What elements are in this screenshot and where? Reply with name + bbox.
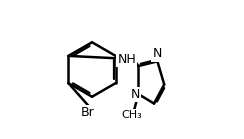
Text: NH: NH (117, 53, 136, 66)
Text: N: N (153, 47, 162, 60)
Text: N: N (130, 88, 140, 101)
Text: Br: Br (80, 106, 94, 119)
Text: CH₃: CH₃ (121, 110, 142, 120)
